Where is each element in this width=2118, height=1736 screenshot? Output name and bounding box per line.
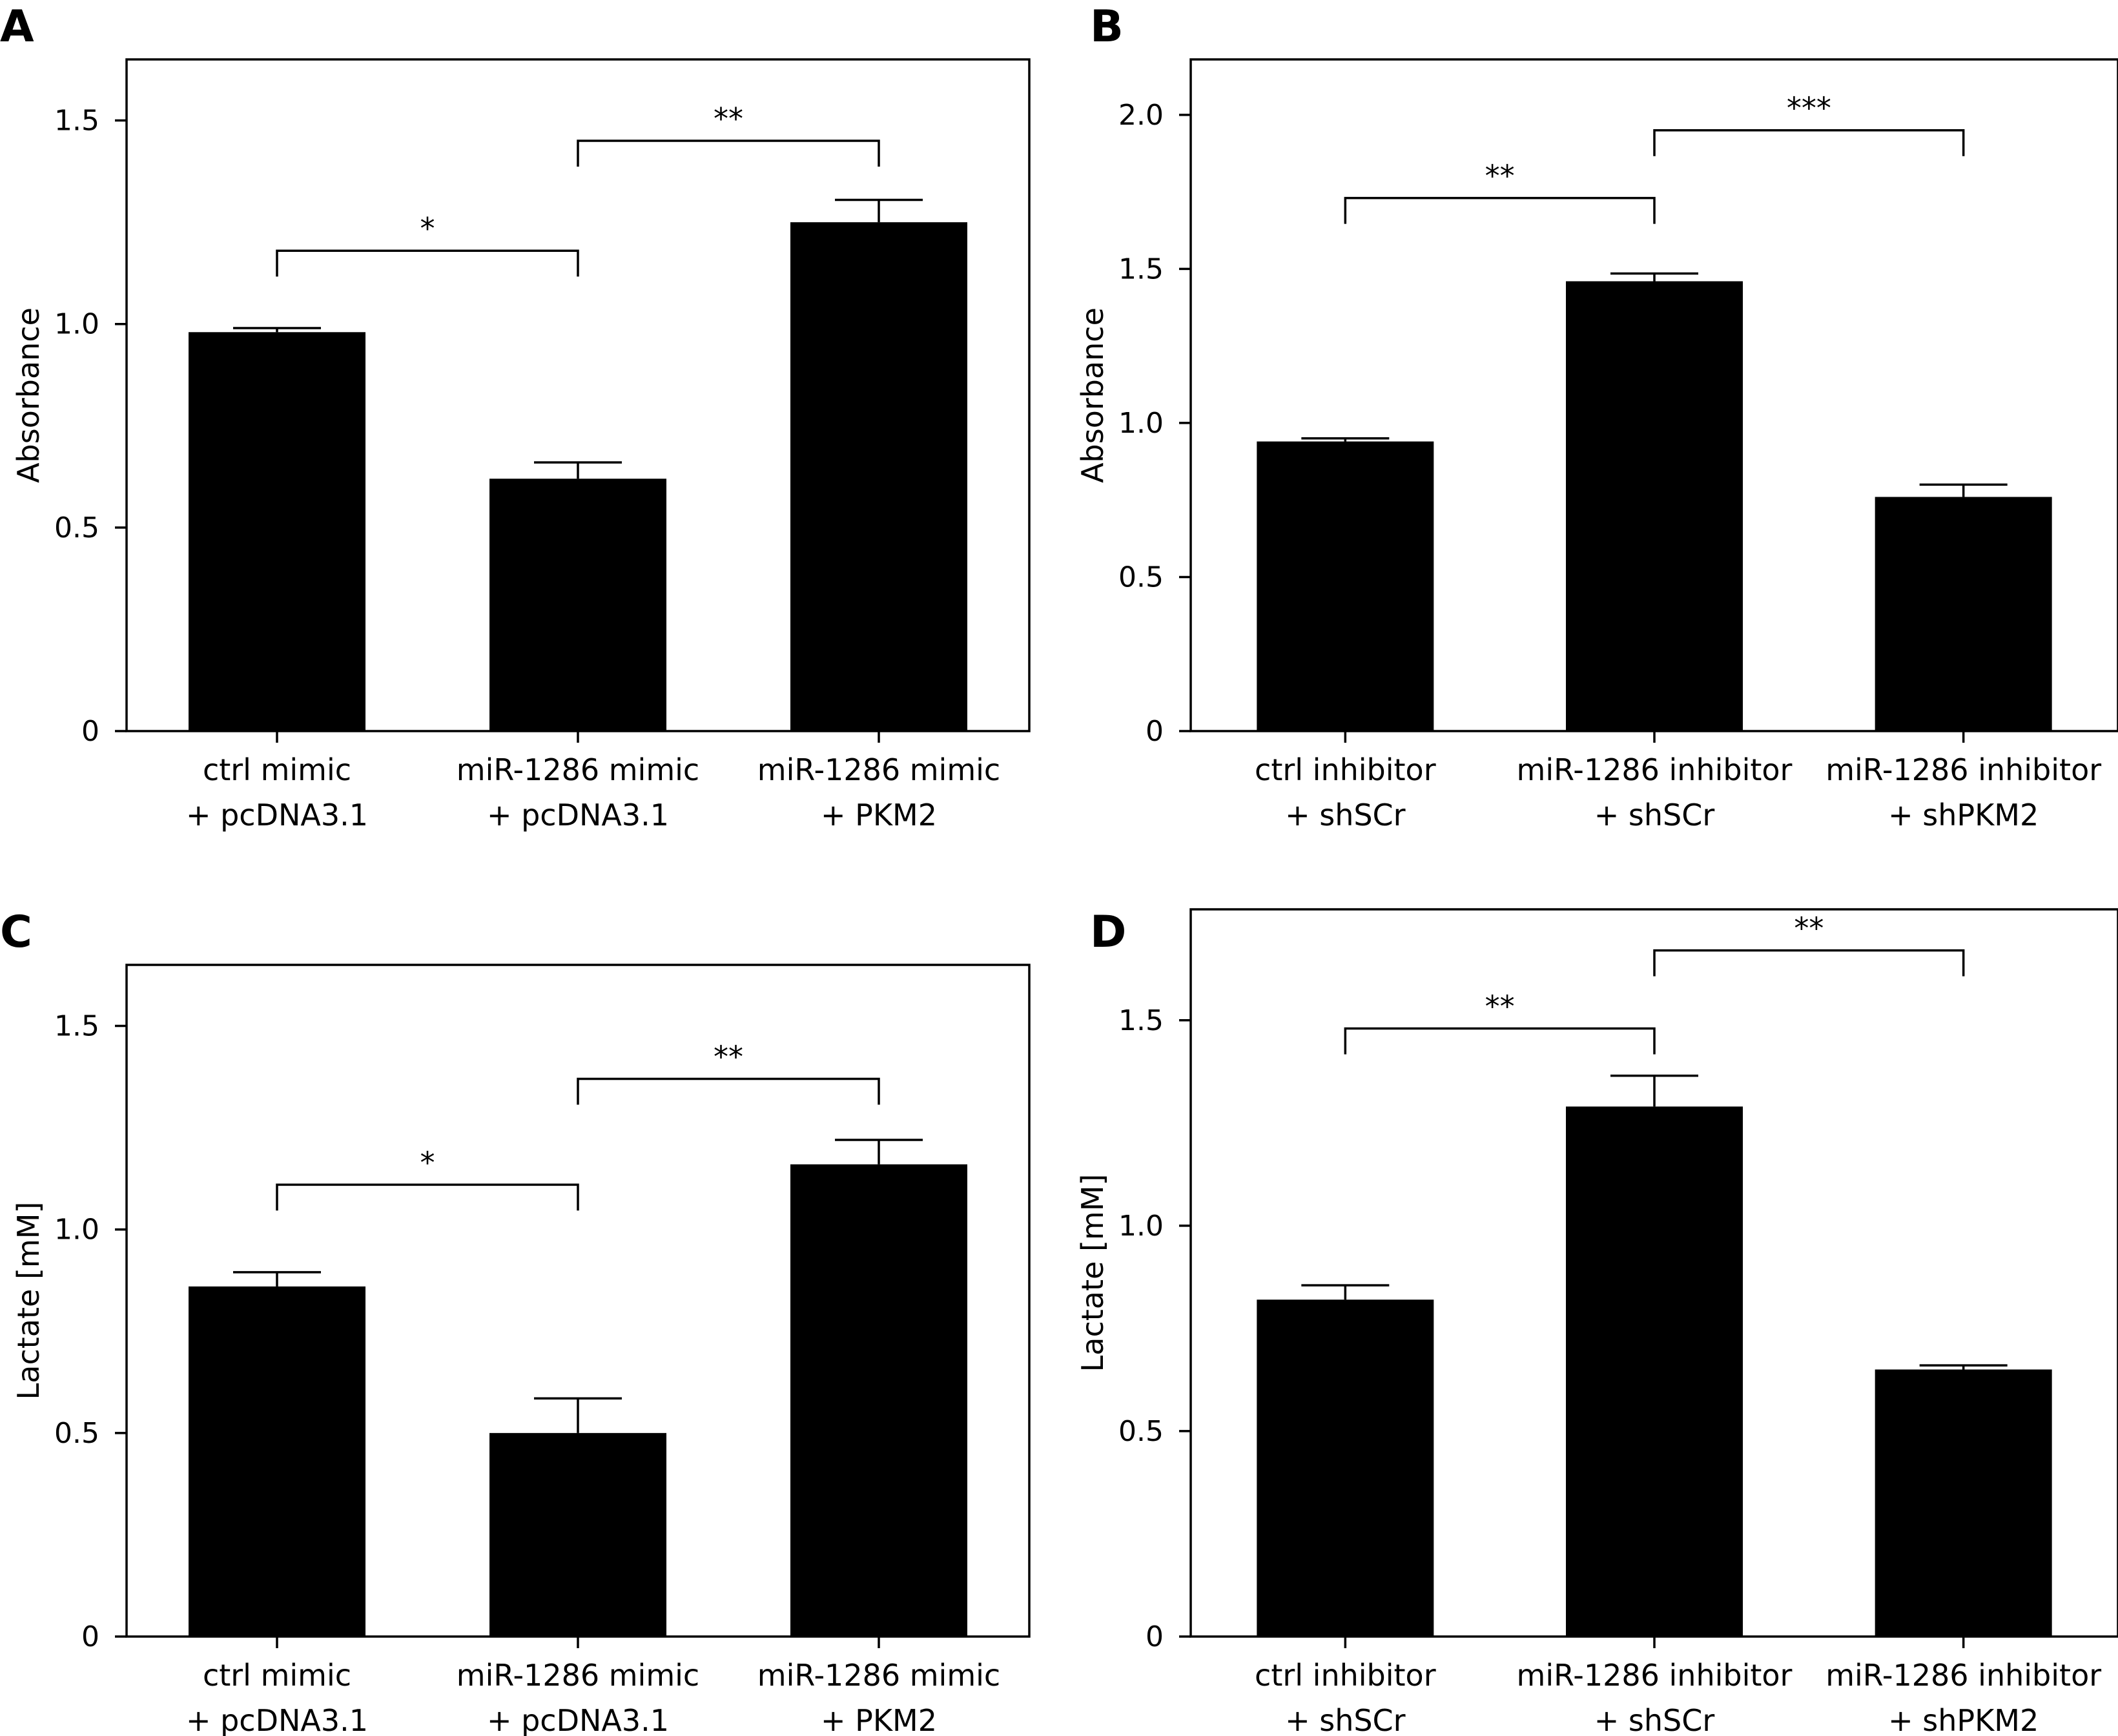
category-label: + shPKM2 — [1888, 1703, 2039, 1736]
category-label: + pcDNA3.1 — [487, 798, 669, 832]
y-tick-label: 1.0 — [1118, 407, 1164, 440]
significance-bracket — [577, 140, 880, 167]
y-axis-title: Lactate [mM] — [11, 1202, 46, 1400]
y-tick-label: 1.5 — [54, 1010, 99, 1043]
y-tick-label: 1.0 — [1118, 1210, 1164, 1243]
significance-bracket — [1344, 1027, 1656, 1055]
bar — [489, 1432, 666, 1637]
panel-label: D — [1090, 907, 1126, 958]
category-label: ctrl mimic — [203, 1658, 351, 1693]
significance-bracket — [276, 1183, 579, 1211]
category-label: + pcDNA3.1 — [487, 1703, 669, 1736]
category-label: miR-1286 mimic — [757, 1658, 1000, 1693]
category-label: + shSCr — [1285, 1703, 1406, 1736]
significance-label: *** — [1787, 91, 1831, 126]
category-label: + PKM2 — [821, 1703, 937, 1736]
chart-panel-c: C 0 0.5 1.0 1.5 Lactate [mM] ctrl mimic + pcDNA… — [0, 907, 1031, 1736]
bar — [1566, 1106, 1743, 1637]
significance-bracket — [276, 249, 579, 277]
panel-label: A — [0, 1, 34, 52]
panel-label: C — [0, 907, 32, 958]
bar — [790, 222, 967, 731]
y-tick-label: 1.0 — [54, 308, 99, 341]
significance-bracket — [1344, 196, 1656, 224]
y-tick-label: 0 — [81, 1620, 99, 1653]
significance-label: ** — [1794, 911, 1824, 946]
category-label: + shSCr — [1285, 798, 1406, 832]
y-tick-label: 0 — [81, 715, 99, 748]
bar — [1257, 1299, 1434, 1637]
y-tick-label: 1.5 — [1118, 1004, 1164, 1037]
significance-bracket — [1653, 949, 1965, 976]
category-label: miR-1286 mimic — [757, 752, 1000, 787]
y-axis-title: Absorbance — [11, 307, 46, 483]
y-tick-label: 0.5 — [1118, 561, 1164, 594]
category-label: + pcDNA3.1 — [186, 1703, 368, 1736]
significance-label: * — [420, 1145, 435, 1180]
bar — [1875, 497, 2052, 731]
category-label: miR-1286 inhibitor — [1825, 1658, 2101, 1693]
category-label: miR-1286 inhibitor — [1517, 752, 1793, 787]
y-axis-title: Lactate [mM] — [1075, 1174, 1110, 1372]
significance-label: ** — [1485, 159, 1515, 194]
category-label: ctrl inhibitor — [1255, 1658, 1436, 1693]
significance-label: * — [420, 211, 435, 246]
chart-panel-d: D 0 0.5 1.0 1.5 Lactate [mM] ctrl inhibitor + s… — [1075, 907, 2118, 1736]
category-label: + shPKM2 — [1888, 798, 2039, 832]
chart-panel-b: B 0 0.5 1.0 1.5 2.0 Absorbance ctrl inhibitor + … — [1075, 1, 2118, 832]
significance-label: ** — [714, 1039, 743, 1074]
category-label: + shSCr — [1594, 1703, 1715, 1736]
y-axis-title: Absorbance — [1075, 307, 1110, 483]
significance-label: ** — [1485, 989, 1515, 1024]
y-tick-label: 0 — [1146, 715, 1164, 748]
category-label: + pcDNA3.1 — [186, 798, 368, 832]
bar — [790, 1164, 967, 1637]
y-tick-label: 2.0 — [1118, 99, 1164, 132]
y-tick-label: 0.5 — [1118, 1415, 1164, 1448]
category-label: + shSCr — [1594, 798, 1715, 832]
bar — [189, 1286, 365, 1637]
significance-bracket — [1653, 129, 1965, 156]
y-tick-label: 1.5 — [54, 105, 99, 138]
y-tick-label: 0.5 — [54, 1417, 99, 1450]
significance-bracket — [577, 1077, 880, 1105]
y-tick-label: 0.5 — [54, 512, 99, 544]
bar — [1566, 281, 1743, 732]
category-label: ctrl inhibitor — [1255, 752, 1436, 787]
bar — [1875, 1369, 2052, 1637]
chart-panel-a: A 0 0.5 1.0 1.5 Absorbance ctrl mimic + pcDNA3.… — [0, 1, 1031, 832]
y-tick-label: 1.5 — [1118, 253, 1164, 285]
bar — [489, 479, 666, 731]
category-label: miR-1286 mimic — [457, 1658, 699, 1693]
category-label: miR-1286 mimic — [457, 752, 699, 787]
y-tick-label: 1.0 — [54, 1214, 99, 1246]
significance-label: ** — [714, 101, 743, 136]
bar — [189, 332, 365, 731]
panel-label: B — [1090, 1, 1124, 52]
bar — [1257, 441, 1434, 731]
category-label: ctrl mimic — [203, 752, 351, 787]
y-tick-label: 0 — [1146, 1620, 1164, 1653]
category-label: miR-1286 inhibitor — [1825, 752, 2101, 787]
category-label: miR-1286 inhibitor — [1517, 1658, 1793, 1693]
category-label: + PKM2 — [821, 798, 937, 832]
